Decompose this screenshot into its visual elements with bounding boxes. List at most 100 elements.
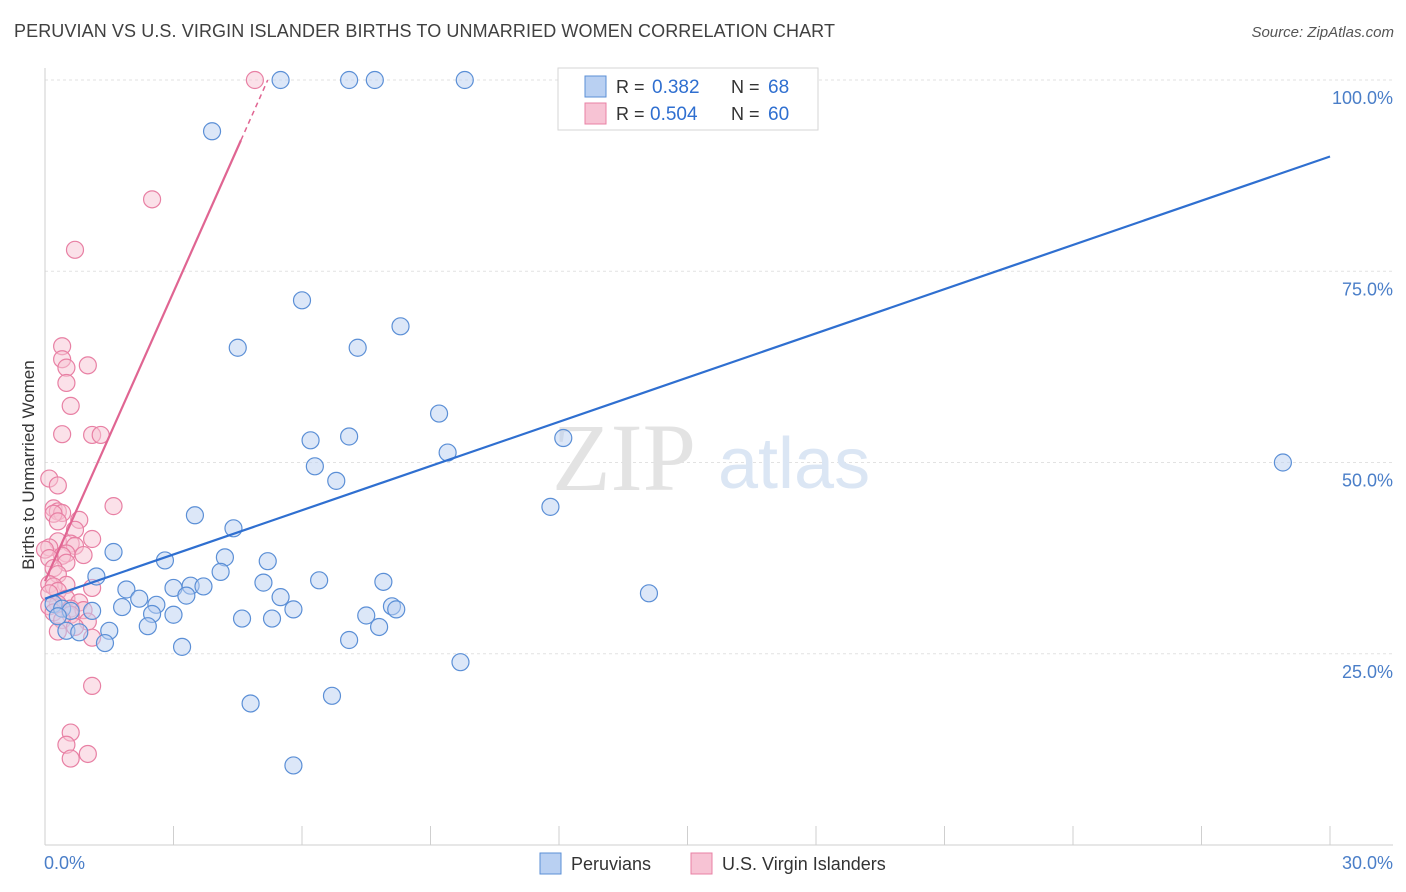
data-point-peruvians: [340, 630, 359, 650]
data-point-virgin-islanders: [74, 545, 93, 565]
data-point-peruvians: [211, 562, 230, 581]
data-point-virgin-islanders: [104, 497, 123, 516]
y-axis-label: Births to Unmarried Women: [19, 360, 38, 569]
y-tick-label-25: 25.0%: [1342, 662, 1393, 682]
data-point-peruvians: [95, 633, 115, 653]
y-tick-label-50: 50.0%: [1342, 471, 1393, 491]
data-point-virgin-islanders: [53, 425, 72, 444]
data-point-peruvians: [117, 580, 136, 599]
data-point-peruvians: [241, 694, 260, 713]
data-point-virgin-islanders: [48, 476, 67, 495]
data-point-virgin-islanders: [61, 396, 80, 415]
legend-swatch-virgin-islanders: [584, 102, 607, 125]
x-tick-label-max: 30.0%: [1342, 853, 1393, 873]
data-point-peruvians: [322, 686, 342, 705]
data-point-peruvians: [185, 506, 205, 525]
data-point-virgin-islanders: [57, 358, 76, 377]
data-point-virgin-islanders: [48, 512, 67, 531]
data-point-virgin-islanders: [78, 744, 97, 764]
data-point-peruvians: [164, 605, 183, 624]
data-point-virgin-islanders: [78, 356, 97, 375]
legend-r-value-1: 0.382: [652, 77, 700, 98]
watermark-zip: ZIP: [552, 404, 696, 511]
series-peruvians-points: [44, 70, 1292, 775]
data-point-peruvians: [284, 600, 303, 619]
data-point-peruvians: [83, 601, 102, 621]
data-point-virgin-islanders: [245, 70, 264, 90]
series-legend: Peruvians U.S. Virgin Islanders: [539, 852, 886, 875]
data-point-peruvians: [348, 338, 367, 357]
legend-n-value-2: 60: [768, 104, 789, 125]
trend-line-peruvians: [44, 155, 1331, 600]
legend-r-value-2: 0.504: [650, 104, 698, 125]
chart-title: PERUVIAN VS U.S. VIRGIN ISLANDER BIRTHS …: [14, 21, 836, 41]
data-point-virgin-islanders: [83, 676, 102, 695]
data-point-peruvians: [387, 600, 406, 619]
data-point-peruvians: [305, 457, 324, 476]
axes: [44, 68, 1393, 846]
data-point-virgin-islanders: [61, 749, 80, 768]
data-point-peruvians: [262, 609, 282, 628]
trend-line-virgin-islanders-extension: [240, 79, 269, 141]
data-point-peruvians: [232, 609, 252, 628]
data-point-virgin-islanders: [65, 240, 85, 259]
data-point-peruvians: [340, 70, 359, 90]
data-point-peruvians: [357, 606, 376, 625]
data-point-virgin-islanders: [83, 529, 102, 549]
data-point-peruvians: [554, 428, 573, 448]
data-point-peruvians: [284, 756, 303, 775]
x-tick-label-min: 0.0%: [44, 853, 85, 873]
watermark-atlas: atlas: [718, 424, 870, 504]
data-point-peruvians: [104, 542, 123, 562]
data-point-peruvians: [70, 623, 89, 642]
series-legend-swatch-virgin-islanders: [690, 852, 713, 875]
data-point-peruvians: [374, 572, 393, 591]
data-point-peruvians: [194, 577, 213, 596]
legend-r-label-1: R =: [616, 77, 645, 97]
data-point-peruvians: [202, 122, 222, 141]
trend-lines: [43, 79, 1331, 600]
grid-lines: [45, 79, 1393, 655]
series-legend-label-peruvians: Peruvians: [571, 854, 651, 874]
data-point-peruvians: [429, 404, 449, 423]
data-point-peruvians: [254, 573, 273, 592]
legend-n-value-1: 68: [768, 77, 789, 98]
y-tick-label-100: 100.0%: [1332, 88, 1393, 108]
data-point-peruvians: [340, 427, 359, 446]
source-label: Source: ZipAtlas.com: [1251, 24, 1394, 41]
stats-legend: R = 0.382 N = 68 R = 0.504 N = 60: [557, 67, 819, 131]
data-point-peruvians: [177, 586, 196, 605]
trend-line-virgin-islanders: [43, 139, 243, 582]
data-point-peruvians: [138, 617, 157, 636]
data-point-peruvians: [310, 571, 329, 590]
data-point-peruvians: [87, 567, 106, 586]
data-point-peruvians: [292, 291, 312, 310]
data-point-peruvians: [639, 584, 659, 603]
data-point-peruvians: [455, 70, 474, 90]
data-point-peruvians: [327, 471, 346, 490]
data-point-peruvians: [48, 607, 67, 626]
data-point-peruvians: [112, 597, 132, 617]
legend-n-label-1: N =: [731, 77, 760, 97]
data-point-peruvians: [1273, 453, 1292, 472]
data-point-peruvians: [451, 653, 470, 672]
data-point-peruvians: [228, 338, 247, 357]
data-point-peruvians: [370, 617, 389, 637]
data-point-peruvians: [258, 552, 277, 571]
data-point-peruvians: [271, 70, 290, 90]
legend-r-label-2: R =: [616, 104, 645, 124]
data-point-peruvians: [365, 70, 384, 90]
series-legend-label-virgin-islanders: U.S. Virgin Islanders: [722, 854, 886, 874]
legend-n-label-2: N =: [731, 104, 760, 124]
x-axis-ticks: [44, 826, 1331, 845]
series-virgin-islanders-points: [35, 70, 264, 768]
data-point-virgin-islanders: [142, 190, 162, 209]
data-point-peruvians: [301, 431, 320, 450]
y-tick-label-75: 75.0%: [1342, 279, 1393, 299]
legend-swatch-peruvians: [584, 75, 607, 98]
data-point-peruvians: [172, 637, 192, 656]
data-point-peruvians: [541, 497, 560, 516]
data-point-peruvians: [391, 317, 410, 336]
y-axis-tick-labels: 25.0% 50.0% 75.0% 100.0%: [1332, 88, 1393, 682]
